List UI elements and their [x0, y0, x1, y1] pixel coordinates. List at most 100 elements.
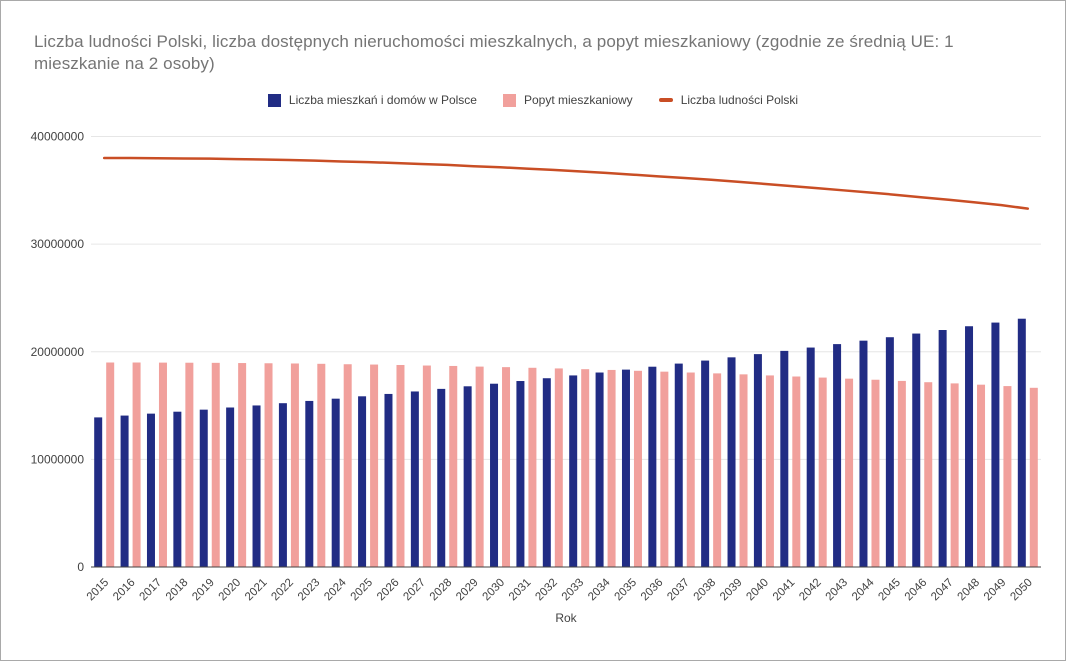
demand-bar[interactable]	[132, 362, 141, 567]
housing-bar[interactable]	[991, 322, 1000, 567]
demand-bar[interactable]	[792, 376, 801, 567]
x-tick-label: 2031	[507, 577, 534, 604]
demand-bar[interactable]	[977, 384, 986, 567]
housing-bar[interactable]	[278, 403, 287, 567]
x-tick-label: 2028	[428, 577, 455, 604]
housing-bar[interactable]	[701, 360, 710, 567]
demand-bar[interactable]	[343, 364, 352, 567]
housing-bar[interactable]	[463, 386, 472, 567]
legend-item-population[interactable]: Liczba ludności Polski	[658, 93, 798, 107]
housing-bar[interactable]	[490, 383, 499, 567]
housing-bar[interactable]	[912, 333, 921, 567]
chart-title: Liczba ludności Polski, liczba dostępnyc…	[34, 32, 954, 73]
demand-bar[interactable]	[449, 365, 458, 567]
housing-bar[interactable]	[516, 381, 525, 567]
housing-bar[interactable]	[437, 388, 446, 567]
demand-bar[interactable]	[845, 378, 854, 567]
housing-bar[interactable]	[674, 363, 683, 567]
x-tick-label: 2019	[190, 577, 217, 604]
demand-bar[interactable]	[607, 369, 616, 567]
demand-bar[interactable]	[475, 366, 484, 567]
housing-bar[interactable]	[753, 354, 762, 567]
housing-bar[interactable]	[833, 344, 842, 567]
housing-bar[interactable]	[727, 357, 736, 567]
x-tick-label: 2015	[85, 577, 112, 604]
legend-item-housing[interactable]: Liczba mieszkań i domów w Polsce	[267, 93, 477, 107]
housing-bar[interactable]	[384, 393, 393, 567]
demand-bar[interactable]	[713, 373, 722, 567]
housing-bar[interactable]	[410, 391, 419, 567]
demand-bar[interactable]	[528, 367, 537, 567]
housing-bar[interactable]	[252, 405, 261, 567]
demand-bar[interactable]	[1029, 387, 1038, 567]
demand-bar[interactable]	[660, 371, 669, 567]
x-tick-label: 2027	[401, 577, 428, 604]
demand-bar[interactable]	[765, 375, 774, 567]
demand-bar[interactable]	[185, 362, 194, 567]
x-tick-label: 2025	[349, 577, 376, 604]
demand-bar[interactable]	[502, 367, 511, 567]
population-line[interactable]	[102, 156, 1030, 210]
y-tick-label: 40000000	[31, 130, 85, 144]
housing-bar[interactable]	[780, 350, 789, 567]
x-tick-label: 2020	[217, 577, 244, 604]
x-tick-label: 2047	[929, 577, 956, 604]
housing-bar[interactable]	[305, 400, 314, 567]
demand-bar[interactable]	[290, 363, 299, 567]
demand-bar[interactable]	[818, 377, 827, 567]
demand-bar[interactable]	[950, 383, 959, 567]
housing-bar[interactable]	[173, 411, 182, 567]
housing-bar[interactable]	[621, 369, 630, 567]
housing-bar[interactable]	[885, 337, 894, 567]
housing-bar[interactable]	[120, 415, 129, 567]
demand-bar[interactable]	[106, 362, 115, 567]
x-tick-label: 2045	[876, 577, 903, 604]
demand-bar[interactable]	[871, 379, 880, 567]
housing-bar[interactable]	[226, 407, 235, 567]
demand-bar[interactable]	[1003, 386, 1012, 567]
x-tick-label: 2030	[481, 577, 508, 604]
x-tick-label: 2038	[692, 577, 719, 604]
demand-bar[interactable]	[686, 372, 695, 567]
legend-item-demand[interactable]: Popyt mieszkaniowy	[502, 93, 633, 107]
housing-bar[interactable]	[94, 417, 103, 567]
x-tick-label: 2021	[243, 577, 270, 604]
demand-bar[interactable]	[317, 363, 326, 567]
demand-bar[interactable]	[238, 363, 247, 567]
demand-swatch-icon	[502, 93, 516, 107]
legend-label-housing: Liczba mieszkań i domów w Polsce	[288, 93, 477, 107]
demand-bar[interactable]	[264, 363, 273, 567]
housing-bar[interactable]	[542, 378, 551, 567]
housing-bar[interactable]	[199, 409, 208, 567]
housing-bar[interactable]	[1017, 318, 1026, 567]
housing-bar[interactable]	[806, 347, 815, 567]
y-tick-label: 10000000	[31, 452, 85, 466]
housing-bar[interactable]	[859, 340, 868, 567]
demand-bar[interactable]	[211, 362, 220, 567]
demand-bar[interactable]	[924, 382, 933, 567]
x-tick-label: 2044	[850, 576, 877, 603]
demand-bar[interactable]	[581, 369, 590, 567]
demand-bar[interactable]	[396, 364, 405, 567]
housing-bar[interactable]	[648, 366, 657, 567]
housing-bar[interactable]	[146, 413, 155, 567]
housing-bar[interactable]	[965, 326, 974, 567]
demand-bar[interactable]	[897, 380, 906, 567]
demand-bar[interactable]	[158, 362, 167, 567]
demand-bar[interactable]	[370, 364, 379, 567]
housing-bar[interactable]	[595, 372, 604, 567]
demand-bar[interactable]	[739, 374, 748, 567]
housing-bar[interactable]	[569, 375, 578, 567]
legend: Liczba mieszkań i domów w Polsce Popyt m…	[1, 93, 1065, 107]
demand-bar[interactable]	[422, 365, 431, 567]
x-tick-label: 2016	[111, 577, 138, 604]
housing-bar[interactable]	[938, 330, 947, 567]
demand-bar[interactable]	[633, 370, 642, 567]
housing-bar[interactable]	[358, 396, 367, 567]
housing-swatch-icon	[267, 93, 281, 107]
x-tick-label: 2024	[322, 576, 349, 603]
demand-bar[interactable]	[554, 368, 563, 567]
housing-bar[interactable]	[331, 398, 340, 567]
